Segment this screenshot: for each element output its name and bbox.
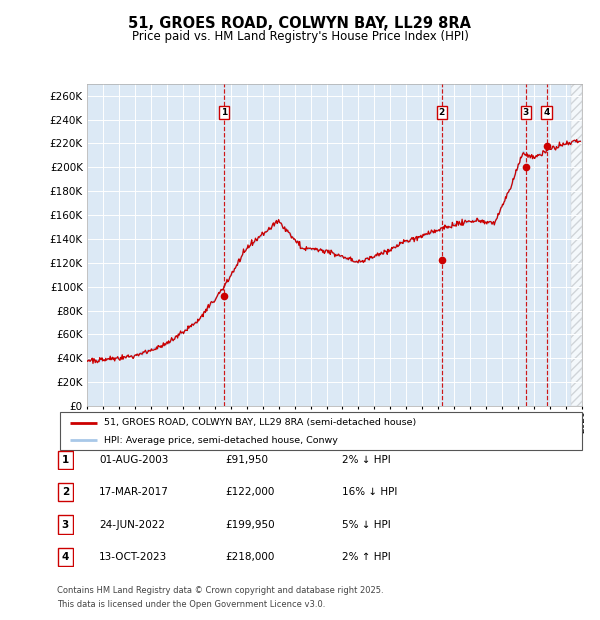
Text: £91,950: £91,950 (225, 455, 268, 465)
Text: 2% ↑ HPI: 2% ↑ HPI (342, 552, 391, 562)
Text: £199,950: £199,950 (225, 520, 275, 529)
Text: £218,000: £218,000 (225, 552, 274, 562)
Text: 24-JUN-2022: 24-JUN-2022 (99, 520, 165, 529)
FancyBboxPatch shape (58, 483, 73, 502)
Text: 1: 1 (221, 108, 227, 117)
Text: This data is licensed under the Open Government Licence v3.0.: This data is licensed under the Open Gov… (57, 600, 325, 609)
Text: 01-AUG-2003: 01-AUG-2003 (99, 455, 169, 465)
Text: 51, GROES ROAD, COLWYN BAY, LL29 8RA: 51, GROES ROAD, COLWYN BAY, LL29 8RA (128, 16, 472, 30)
Text: 5% ↓ HPI: 5% ↓ HPI (342, 520, 391, 529)
FancyBboxPatch shape (58, 515, 73, 534)
Text: 2: 2 (439, 108, 445, 117)
Text: 1: 1 (62, 455, 69, 465)
Text: 2% ↓ HPI: 2% ↓ HPI (342, 455, 391, 465)
Text: HPI: Average price, semi-detached house, Conwy: HPI: Average price, semi-detached house,… (104, 436, 338, 445)
Text: 51, GROES ROAD, COLWYN BAY, LL29 8RA (semi-detached house): 51, GROES ROAD, COLWYN BAY, LL29 8RA (se… (104, 418, 416, 427)
FancyBboxPatch shape (58, 547, 73, 566)
Bar (571, 84, 582, 406)
Text: 13-OCT-2023: 13-OCT-2023 (99, 552, 167, 562)
Text: 4: 4 (62, 552, 69, 562)
FancyBboxPatch shape (60, 412, 582, 450)
Bar (571, 84, 582, 406)
FancyBboxPatch shape (58, 451, 73, 469)
Text: £122,000: £122,000 (225, 487, 274, 497)
Text: Price paid vs. HM Land Registry's House Price Index (HPI): Price paid vs. HM Land Registry's House … (131, 30, 469, 43)
Text: Contains HM Land Registry data © Crown copyright and database right 2025.: Contains HM Land Registry data © Crown c… (57, 586, 383, 595)
Text: 2: 2 (62, 487, 69, 497)
Text: 17-MAR-2017: 17-MAR-2017 (99, 487, 169, 497)
Text: 3: 3 (62, 520, 69, 529)
Text: 4: 4 (544, 108, 550, 117)
Text: 3: 3 (523, 108, 529, 117)
Text: 16% ↓ HPI: 16% ↓ HPI (342, 487, 397, 497)
